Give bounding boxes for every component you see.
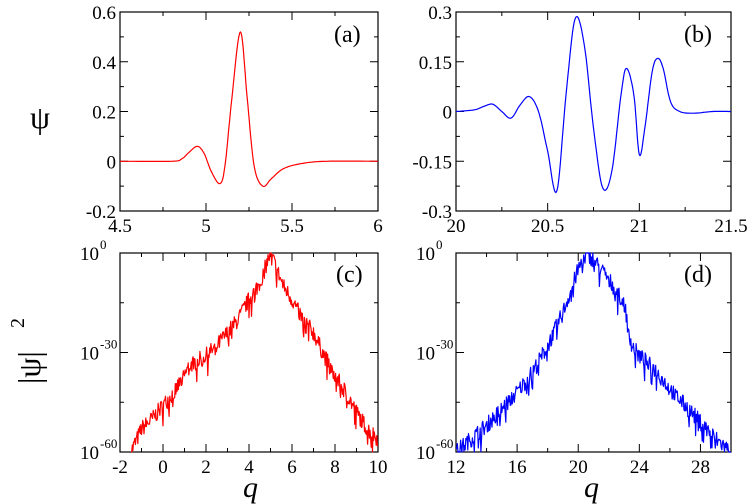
panel-label-d: (d) <box>684 262 712 288</box>
x-tick-label: 6 <box>287 457 297 478</box>
y-tick-label: 10 <box>416 244 435 265</box>
y-axis-label-psi-exp: 2 <box>7 318 29 328</box>
x-tick-label: 10 <box>369 457 388 478</box>
x-tick-label: 5 <box>201 216 211 237</box>
x-tick-label: 20.5 <box>531 216 564 237</box>
panel-label-c: (c) <box>336 262 363 288</box>
x-axis-label-right: q <box>584 471 599 504</box>
y-tick-exponent: -30 <box>436 337 453 352</box>
series-line <box>120 31 379 188</box>
y-tick-exponent: 0 <box>436 237 443 252</box>
y-tick-label: 0 <box>107 152 117 173</box>
x-tick-label: 2 <box>201 457 211 478</box>
panel-b: 20 20.5 21 21.5 -0.3 -0.15 0 0.15 0.3 <box>412 3 747 237</box>
series-line <box>455 252 731 453</box>
y-tick-exponent: -60 <box>100 436 117 451</box>
y-tick-label: 0.3 <box>428 3 452 24</box>
y-tick-label: 10 <box>416 344 435 365</box>
x-tick-label: 21.5 <box>714 216 747 237</box>
panel-a: 4.5 5 5.5 6 -0.2 0 0.2 0.4 0.6 <box>86 3 383 237</box>
y-tick-label: 10 <box>80 443 99 464</box>
x-tick-label: 4.5 <box>108 216 132 237</box>
y-tick-label: 10 <box>80 244 99 265</box>
x-tick-label: 21 <box>630 216 649 237</box>
y-tick-exponent: -60 <box>436 436 453 451</box>
y-tick-label: 0 <box>443 103 453 124</box>
x-tick-label: 28 <box>691 457 710 478</box>
series-line <box>131 252 379 453</box>
y-tick-label: 0.15 <box>419 53 452 74</box>
x-tick-label: 4 <box>244 457 254 478</box>
x-tick-label: 20 <box>447 216 466 237</box>
y-tick-exponent: 0 <box>100 237 107 252</box>
x-tick-label: 0 <box>158 457 168 478</box>
y-tick-label: -0.3 <box>422 202 452 223</box>
y-tick-label: -0.2 <box>86 202 116 223</box>
y-axis-label-psi-abs: |ψ| <box>11 351 47 384</box>
y-tick-label: 10 <box>416 443 435 464</box>
y-tick-label: 0.6 <box>92 3 116 24</box>
y-axis-label-psi: ψ <box>30 99 50 135</box>
x-tick-label: 24 <box>630 457 650 478</box>
x-tick-label: -2 <box>112 457 128 478</box>
y-tick-exponent: -30 <box>100 337 117 352</box>
y-tick-label: 0.2 <box>92 103 116 124</box>
x-tick-label: 12 <box>447 457 466 478</box>
y-axis-label-psi-squared: |ψ| 2 <box>7 318 47 384</box>
x-tick-label: 5.5 <box>280 216 304 237</box>
x-tick-label: 6 <box>373 216 383 237</box>
y-tick-label: 0.4 <box>92 53 116 74</box>
x-tick-label: 20 <box>569 457 588 478</box>
panel-label-b: (b) <box>684 22 712 48</box>
x-tick-label: 8 <box>330 457 340 478</box>
panel-label-a: (a) <box>334 22 361 48</box>
x-tick-label: 16 <box>508 457 527 478</box>
y-tick-label: -0.15 <box>412 152 452 173</box>
series-line <box>455 15 731 194</box>
x-axis-label-left: q <box>243 471 258 504</box>
y-tick-label: 10 <box>80 344 99 365</box>
